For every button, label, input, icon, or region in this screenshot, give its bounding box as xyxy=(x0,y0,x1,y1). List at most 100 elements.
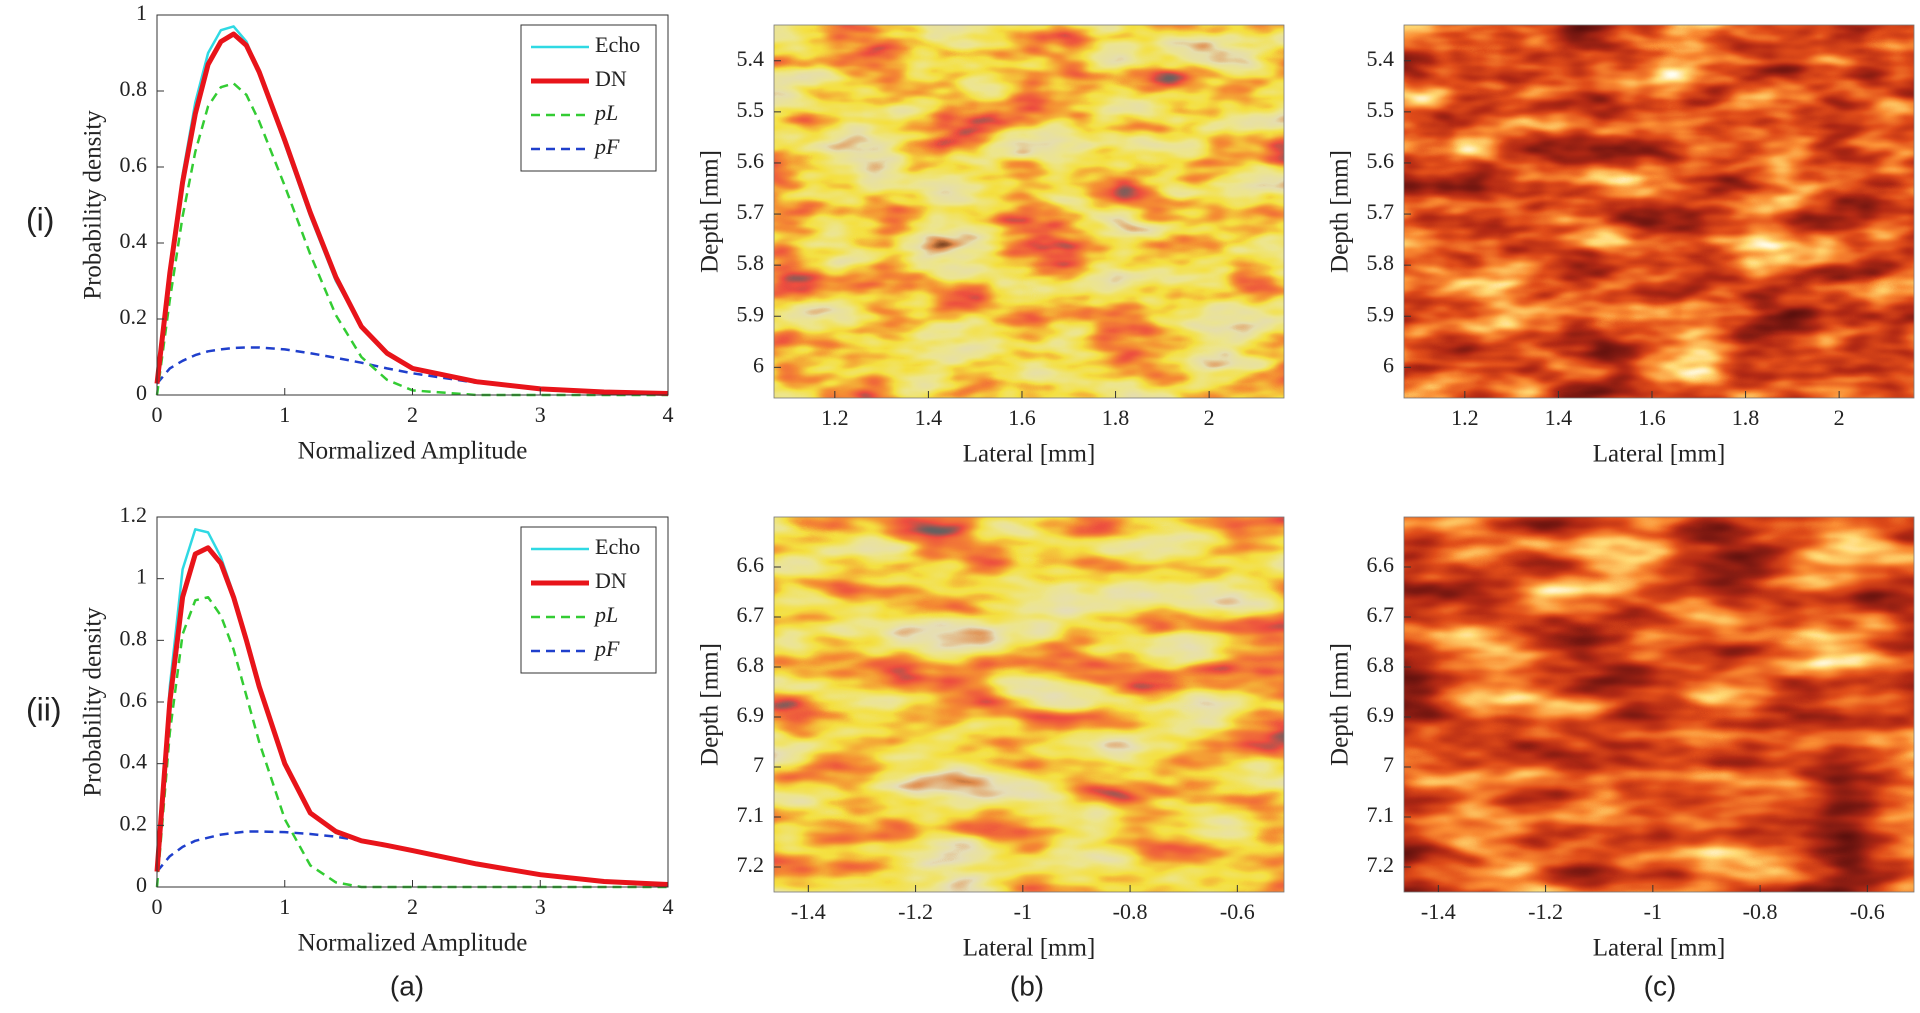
y-tick-label: 0.2 xyxy=(120,304,148,329)
legend-label: pF xyxy=(593,636,620,661)
x-tick-label: 2 xyxy=(1834,405,1845,430)
x-tick-label: -1 xyxy=(1644,899,1662,924)
y-tick-label: 5.8 xyxy=(1367,250,1395,275)
y-tick-label: 6.7 xyxy=(737,602,765,627)
legend-label: Echo xyxy=(595,534,640,559)
legend-label: pL xyxy=(593,602,618,627)
panel-label: (a) xyxy=(390,970,424,1001)
y-tick-label: 5.9 xyxy=(1367,301,1395,326)
axes-frame xyxy=(773,516,1285,893)
x-tick-label: 1.6 xyxy=(1638,405,1666,430)
x-tick-label: -0.6 xyxy=(1220,899,1255,924)
y-tick-label: 6.6 xyxy=(1367,552,1395,577)
y-tick-label: 5.7 xyxy=(737,199,765,224)
heatmap-image xyxy=(1404,25,1914,398)
y-tick-label: 5.5 xyxy=(737,97,765,122)
x-tick-label: 1.2 xyxy=(821,405,849,430)
x-tick-label: -0.6 xyxy=(1850,899,1885,924)
y-tick-label: 7.1 xyxy=(737,802,765,827)
series-line xyxy=(154,31,669,396)
y-tick-label: 6.9 xyxy=(737,702,765,727)
y-tick-label: 7 xyxy=(753,752,764,777)
y-tick-label: 1.2 xyxy=(120,502,148,527)
y-tick-label: 7.2 xyxy=(737,852,765,877)
x-tick-label: 0 xyxy=(152,402,163,427)
y-axis-label: Depth [mm] xyxy=(1327,150,1354,273)
y-tick-label: 5.4 xyxy=(737,46,765,71)
y-tick-label: 6.8 xyxy=(737,652,765,677)
row-label: (ii) xyxy=(26,691,62,727)
legend-label: pF xyxy=(593,134,620,159)
x-tick-label: -1.4 xyxy=(1421,899,1456,924)
y-tick-label: 0.8 xyxy=(120,76,148,101)
x-tick-label: 4 xyxy=(663,402,674,427)
y-tick-label: 0.4 xyxy=(120,749,148,774)
y-tick-label: 5.7 xyxy=(1367,199,1395,224)
legend-label: DN xyxy=(595,568,627,593)
x-tick-label: 1.8 xyxy=(1732,405,1760,430)
y-tick-label: 0.6 xyxy=(120,687,148,712)
y-tick-label: 5.6 xyxy=(1367,148,1395,173)
x-axis-label: Normalized Amplitude xyxy=(298,438,528,465)
y-tick-label: 0 xyxy=(136,872,147,897)
x-tick-label: 3 xyxy=(535,894,546,919)
x-tick-label: 1.4 xyxy=(915,405,943,430)
y-tick-label: 6 xyxy=(753,352,764,377)
axes-frame xyxy=(1403,516,1915,893)
y-axis-label: Probability density xyxy=(80,607,107,797)
y-axis-label: Depth [mm] xyxy=(1327,643,1354,766)
y-tick-label: 0 xyxy=(136,380,147,405)
x-axis-label: Lateral [mm] xyxy=(1593,441,1726,468)
y-tick-label: 0.8 xyxy=(120,625,148,650)
y-tick-label: 0.4 xyxy=(120,228,148,253)
series-line xyxy=(154,545,669,887)
y-tick-label: 6 xyxy=(1383,352,1394,377)
legend-label: pL xyxy=(593,100,618,125)
y-tick-label: 5.8 xyxy=(737,250,765,275)
series-line xyxy=(155,595,668,889)
y-axis-label: Probability density xyxy=(80,110,107,300)
y-axis-label: Depth [mm] xyxy=(697,150,724,273)
x-tick-label: -1.2 xyxy=(1528,899,1563,924)
legend-label: DN xyxy=(595,66,627,91)
x-tick-label: 1 xyxy=(279,402,290,427)
y-tick-label: 6.7 xyxy=(1367,602,1395,627)
x-tick-label: 1.6 xyxy=(1008,405,1036,430)
heatmap-image xyxy=(774,517,1284,892)
x-tick-label: -1 xyxy=(1014,899,1032,924)
y-tick-label: 5.9 xyxy=(737,301,765,326)
x-axis-label: Lateral [mm] xyxy=(963,935,1096,962)
series-line xyxy=(155,82,668,397)
y-tick-label: 7.2 xyxy=(1367,852,1395,877)
x-tick-label: 2 xyxy=(407,402,418,427)
axes-frame xyxy=(1403,24,1915,399)
axes-frame xyxy=(773,24,1285,399)
y-tick-label: 6.9 xyxy=(1367,702,1395,727)
legend-label: Echo xyxy=(595,32,640,57)
legend-box xyxy=(520,526,657,674)
y-tick-label: 5.4 xyxy=(1367,46,1395,71)
y-tick-label: 6.6 xyxy=(737,552,765,577)
y-tick-label: 1 xyxy=(136,0,147,25)
x-axis-label: Normalized Amplitude xyxy=(298,930,528,957)
x-tick-label: 2 xyxy=(407,894,418,919)
x-tick-label: -1.2 xyxy=(898,899,933,924)
y-tick-label: 0.2 xyxy=(120,810,148,835)
heatmap-image xyxy=(1404,517,1914,892)
y-tick-label: 0.6 xyxy=(120,152,148,177)
heatmap-image xyxy=(774,25,1284,398)
y-tick-label: 7 xyxy=(1383,752,1394,777)
x-tick-label: 0 xyxy=(152,894,163,919)
x-tick-label: -0.8 xyxy=(1113,899,1148,924)
x-tick-label: -0.8 xyxy=(1743,899,1778,924)
y-tick-label: 5.6 xyxy=(737,148,765,173)
panel-label: (b) xyxy=(1010,970,1044,1001)
y-tick-label: 7.1 xyxy=(1367,802,1395,827)
y-tick-label: 6.8 xyxy=(1367,652,1395,677)
x-tick-label: 1.8 xyxy=(1102,405,1130,430)
x-tick-label: 1.4 xyxy=(1545,405,1573,430)
x-tick-label: 1.2 xyxy=(1451,405,1479,430)
y-tick-label: 5.5 xyxy=(1367,97,1395,122)
x-axis-label: Lateral [mm] xyxy=(1593,935,1726,962)
